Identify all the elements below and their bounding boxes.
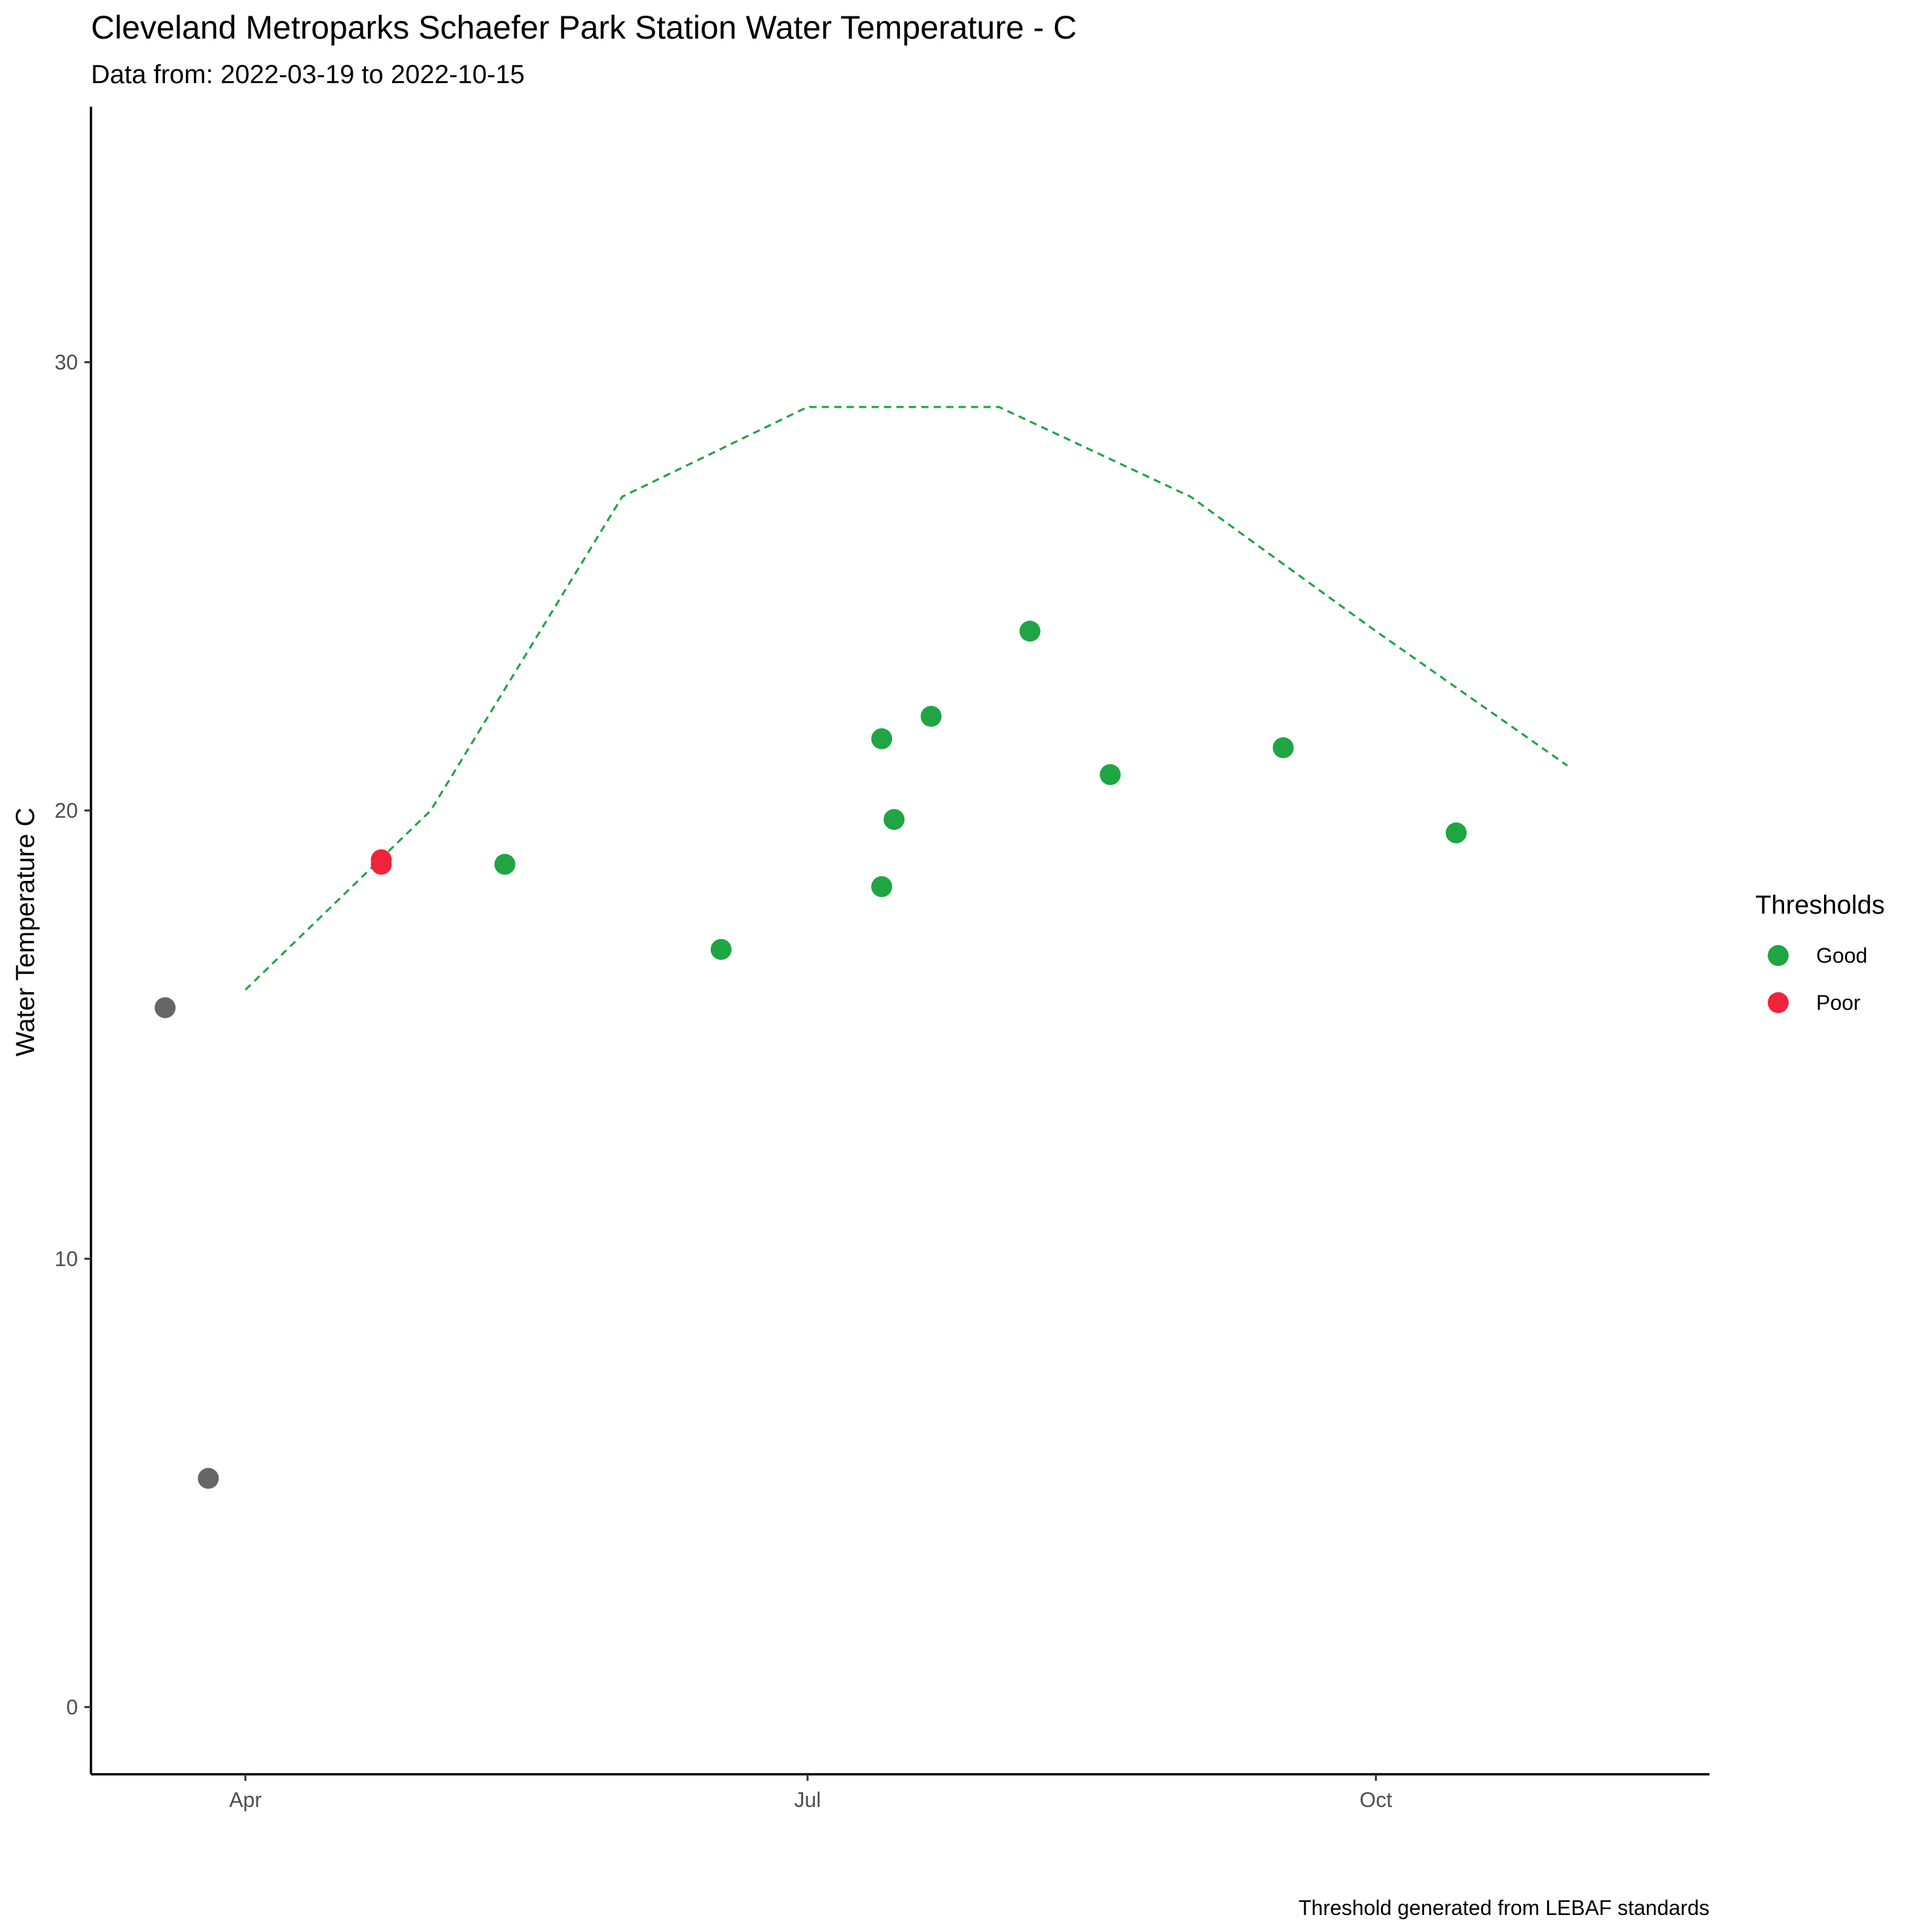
data-point-10	[920, 706, 942, 727]
legend-key-good	[1768, 945, 1789, 966]
x-axis: Apr Jul Oct	[91, 1773, 1709, 1812]
y-tick-label-20: 20	[54, 798, 78, 822]
threshold-line	[244, 406, 1568, 991]
x-tick-label-oct: Oct	[1359, 1788, 1392, 1812]
data-point-7	[871, 728, 893, 749]
legend-title: Thresholds	[1755, 891, 1885, 920]
legend-key-poor	[1768, 992, 1789, 1013]
y-axis-label: Water Temperature C	[11, 808, 40, 1056]
x-ticks: Apr Jul Oct	[229, 1774, 1392, 1812]
legend-entries: Good Poor	[1768, 944, 1867, 1014]
x-tick-label-jul: Jul	[794, 1788, 821, 1812]
data-point-13	[1272, 737, 1294, 759]
data-point-6	[710, 939, 732, 960]
data-point-5	[494, 853, 516, 875]
data-point-12	[1100, 764, 1121, 785]
legend: Thresholds Good Poor	[1755, 891, 1885, 1014]
legend-label-good: Good	[1816, 944, 1867, 967]
threshold-layer	[244, 406, 1568, 991]
y-axis: 0 10 20 30	[54, 107, 92, 1774]
data-point-9	[884, 809, 905, 831]
y-ticks: 0 10 20 30	[54, 350, 91, 1719]
chart-title: Cleveland Metroparks Schaefer Park Stati…	[91, 9, 1077, 46]
chart-caption: Threshold generated from LEBAF standards	[1298, 1896, 1709, 1920]
data-point-4	[370, 849, 392, 870]
data-point-1	[154, 997, 176, 1018]
x-tick-label-apr: Apr	[229, 1788, 262, 1812]
y-tick-label-0: 0	[66, 1695, 78, 1719]
data-point-2	[198, 1467, 219, 1489]
y-tick-label-30: 30	[54, 350, 78, 374]
points-layer	[154, 620, 1467, 1489]
y-tick-label-10: 10	[54, 1247, 78, 1270]
data-point-11	[1019, 620, 1041, 642]
legend-label-poor: Poor	[1816, 991, 1861, 1014]
data-point-8	[871, 876, 893, 897]
data-point-14	[1446, 822, 1467, 844]
chart-subtitle: Data from: 2022-03-19 to 2022-10-15	[91, 60, 525, 89]
